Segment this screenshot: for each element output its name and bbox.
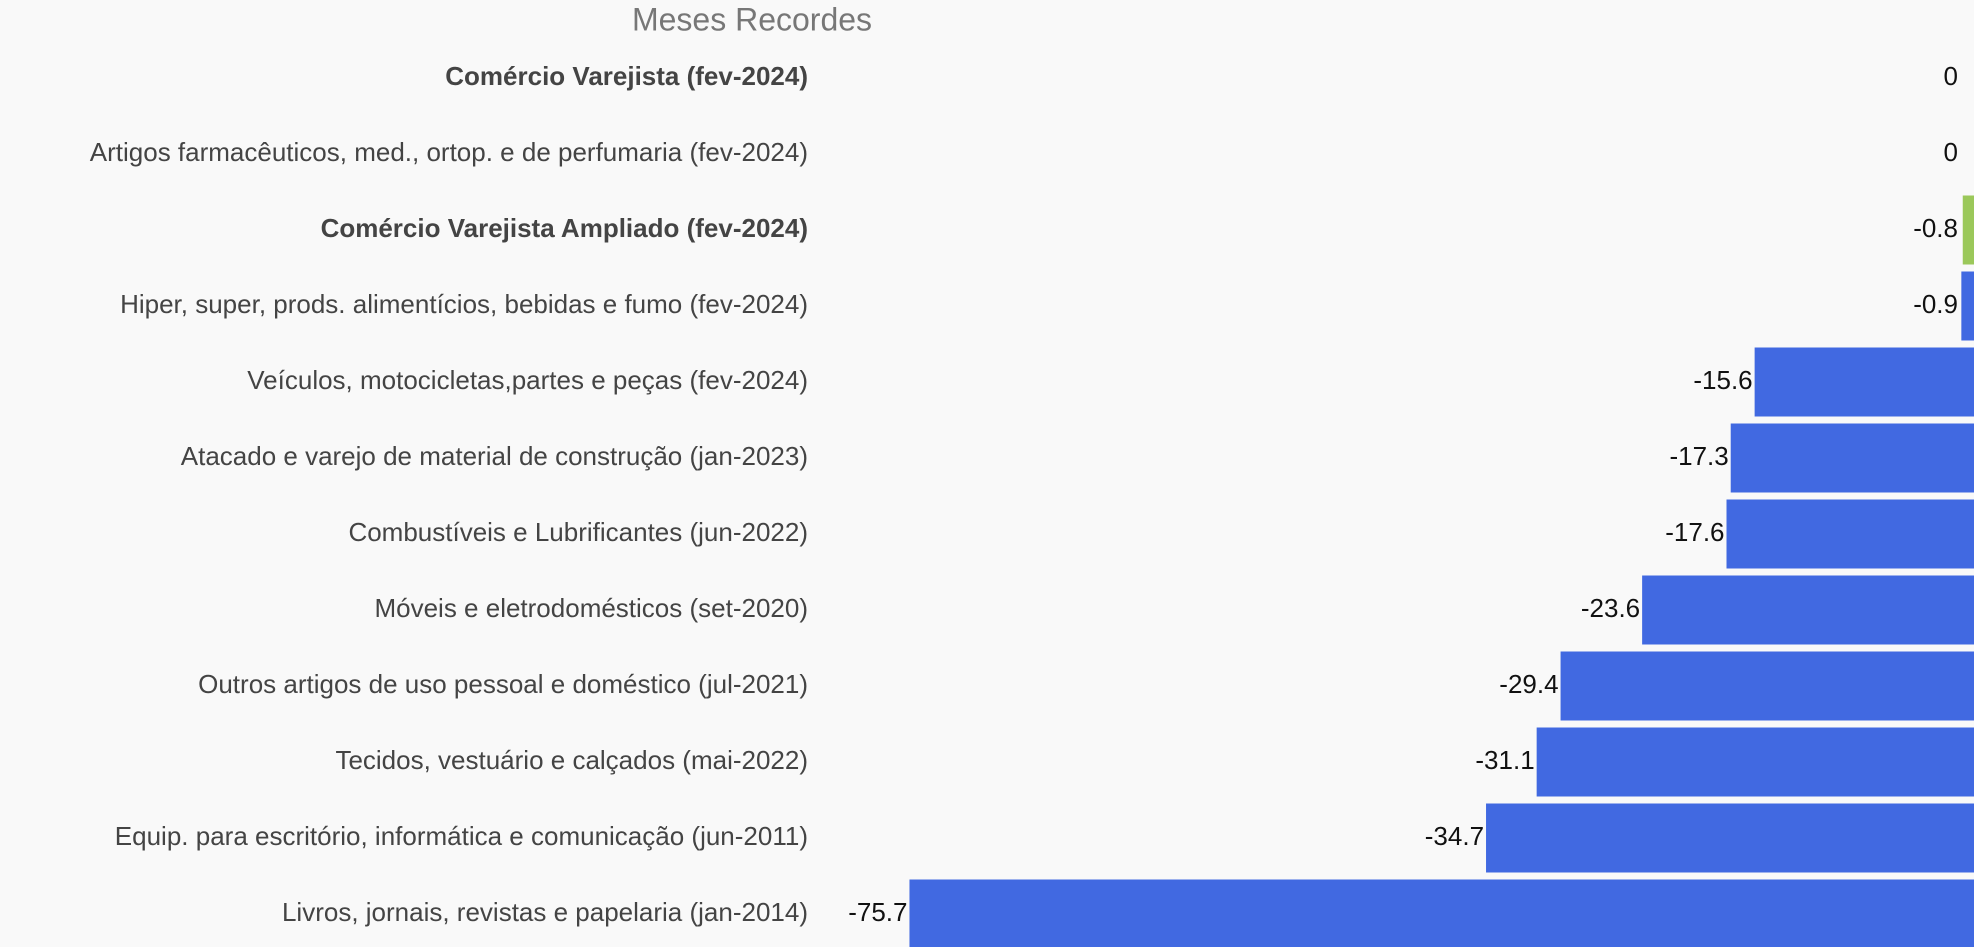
value-label: -17.3 — [1669, 441, 1728, 471]
value-label: -15.6 — [1693, 365, 1752, 395]
category-label: Hiper, super, prods. alimentícios, bebid… — [120, 289, 808, 319]
category-label: Outros artigos de uso pessoal e doméstic… — [198, 669, 808, 699]
bar — [1962, 195, 1974, 265]
category-label: Tecidos, vestuário e calçados (mai-2022) — [335, 745, 808, 775]
bar — [909, 879, 1974, 947]
value-label: 0 — [1944, 61, 1958, 91]
bar — [1726, 499, 1974, 569]
bar — [1486, 803, 1974, 873]
category-label: Veículos, motocicletas,partes e peças (f… — [247, 365, 808, 395]
chart-title: Meses Recordes — [632, 1, 872, 37]
category-label: Livros, jornais, revistas e papelaria (j… — [282, 897, 808, 927]
category-label: Comércio Varejista (fev-2024) — [445, 61, 808, 91]
value-label: -29.4 — [1499, 669, 1558, 699]
bar — [1560, 651, 1974, 721]
value-label: -31.1 — [1475, 745, 1534, 775]
category-label: Atacado e varejo de material de construç… — [181, 441, 808, 471]
value-label: -0.9 — [1913, 289, 1958, 319]
bar — [1961, 271, 1974, 341]
category-label: Artigos farmacêuticos, med., ortop. e de… — [90, 137, 808, 167]
value-label: -0.8 — [1913, 213, 1958, 243]
bar — [1536, 727, 1974, 797]
value-label: 0 — [1944, 137, 1958, 167]
value-label: -23.6 — [1581, 593, 1640, 623]
category-label: Equip. para escritório, informática e co… — [115, 821, 808, 851]
category-label: Móveis e eletrodomésticos (set-2020) — [374, 593, 808, 623]
value-label: -34.7 — [1425, 821, 1484, 851]
category-label: Comércio Varejista Ampliado (fev-2024) — [321, 213, 808, 243]
bar — [1642, 575, 1974, 645]
value-label: -17.6 — [1665, 517, 1724, 547]
bar — [1730, 423, 1974, 493]
category-label: Combustíveis e Lubrificantes (jun-2022) — [348, 517, 808, 547]
value-label: -75.7 — [848, 897, 907, 927]
bar — [1754, 347, 1974, 417]
